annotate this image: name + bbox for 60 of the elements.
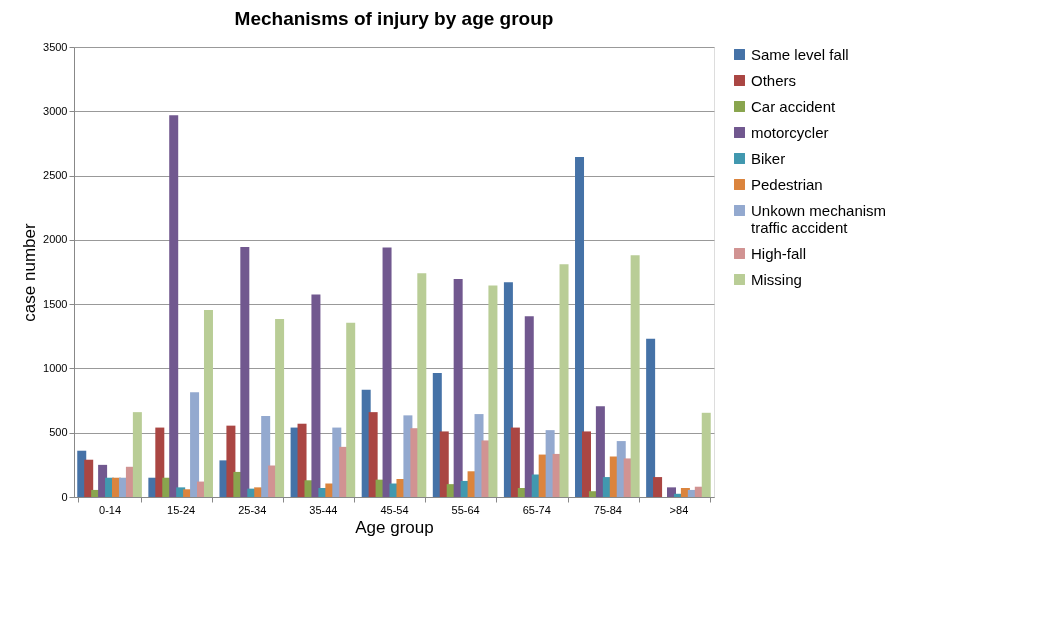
- bar: [311, 294, 321, 497]
- x-axis-title: Age group: [355, 517, 434, 537]
- legend-label: Pedestrian: [751, 175, 823, 193]
- y-axis-title: case number: [20, 223, 40, 322]
- bar: [417, 273, 427, 497]
- x-tick-label: 0-14: [99, 503, 122, 516]
- y-tick-label: 3000: [43, 104, 68, 117]
- legend-label: Unkown mechanism traffic accident: [751, 201, 887, 236]
- y-tick-label: 0: [61, 490, 68, 503]
- bar: [169, 115, 179, 497]
- bar: [190, 392, 200, 497]
- legend-label: High-fall: [751, 244, 807, 262]
- y-tick-label: 2500: [43, 169, 68, 182]
- bar: [653, 477, 663, 497]
- legend-label: motorcycler: [751, 123, 829, 141]
- bar: [701, 412, 711, 497]
- bar: [559, 264, 569, 497]
- bar: [155, 427, 165, 497]
- legend-label: Missing: [751, 270, 802, 288]
- legend-label: Car accident: [751, 97, 837, 115]
- bar: [439, 431, 449, 497]
- bar: [666, 487, 676, 497]
- legend-label: Others: [751, 71, 797, 89]
- bar: [368, 412, 378, 497]
- bar: [646, 338, 656, 497]
- bar: [630, 255, 640, 497]
- x-tick-label: 35-44: [309, 503, 338, 516]
- legend-label: Biker: [751, 149, 786, 167]
- bar: [132, 412, 142, 497]
- chart-title: Mechanisms of injury by age group: [234, 8, 554, 29]
- bar: [240, 246, 250, 497]
- x-tick-label: 65-74: [522, 503, 551, 516]
- bar: [275, 318, 285, 497]
- y-tick-label: 2000: [43, 233, 68, 246]
- y-tick-label: 1500: [43, 297, 68, 310]
- x-tick-label: 55-64: [451, 503, 480, 516]
- x-tick-label: 15-24: [167, 503, 196, 516]
- bar: [297, 423, 307, 497]
- bar: [382, 247, 392, 497]
- bar: [581, 431, 591, 497]
- y-tick-label: 1000: [43, 361, 68, 374]
- bar: [595, 406, 605, 497]
- bar: [226, 425, 236, 497]
- bar: [346, 322, 356, 497]
- x-tick-label: 25-34: [238, 503, 267, 516]
- bar: [503, 282, 513, 497]
- x-tick-label: >84: [669, 503, 689, 516]
- legend-label: Same level fall: [751, 45, 849, 63]
- bar: [510, 427, 520, 497]
- bar: [488, 285, 498, 497]
- bar: [84, 459, 94, 497]
- x-tick-label: 75-84: [593, 503, 622, 516]
- x-tick-label: 45-54: [380, 503, 409, 516]
- y-tick-label: 3500: [43, 40, 68, 53]
- y-tick-label: 500: [49, 426, 68, 439]
- bar: [575, 156, 585, 497]
- bar: [453, 279, 463, 497]
- bar: [524, 316, 534, 497]
- bar: [203, 309, 213, 497]
- bar: [261, 416, 271, 497]
